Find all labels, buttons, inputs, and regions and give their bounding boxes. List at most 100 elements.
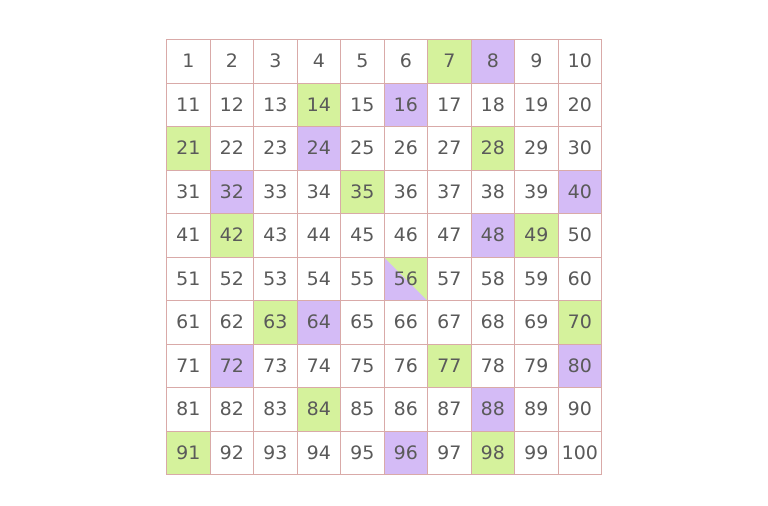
number-cell: 40 [558,170,602,214]
number-cell: 88 [471,388,515,432]
number-cell: 30 [558,127,602,171]
number-cell: 33 [254,170,298,214]
number-cell: 78 [471,344,515,388]
number-cell: 31 [167,170,211,214]
number-cell: 51 [167,257,211,301]
number-cell: 20 [558,83,602,127]
number-cell: 43 [254,214,298,258]
number-cell: 23 [254,127,298,171]
number-cell: 48 [471,214,515,258]
number-cell: 39 [515,170,559,214]
number-cell: 74 [297,344,341,388]
number-cell: 1 [167,40,211,84]
number-cell: 95 [341,431,385,475]
number-cell: 15 [341,83,385,127]
number-cell: 37 [428,170,472,214]
number-cell: 52 [210,257,254,301]
number-cell: 38 [471,170,515,214]
number-cell: 4 [297,40,341,84]
number-cell: 93 [254,431,298,475]
number-cell: 6 [384,40,428,84]
number-cell: 67 [428,301,472,345]
number-cell: 19 [515,83,559,127]
number-cell: 26 [384,127,428,171]
number-cell: 83 [254,388,298,432]
number-cell: 13 [254,83,298,127]
number-cell: 70 [558,301,602,345]
number-cell: 79 [515,344,559,388]
number-cell: 3 [254,40,298,84]
number-cell: 7 [428,40,472,84]
number-cell: 92 [210,431,254,475]
number-cell: 5 [341,40,385,84]
number-cell: 75 [341,344,385,388]
number-cell: 68 [471,301,515,345]
number-cell: 11 [167,83,211,127]
number-cell: 42 [210,214,254,258]
number-cell: 14 [297,83,341,127]
number-cell: 80 [558,344,602,388]
number-cell: 90 [558,388,602,432]
number-cell: 10 [558,40,602,84]
number-cell: 94 [297,431,341,475]
number-cell: 54 [297,257,341,301]
number-cell: 100 [558,431,602,475]
number-cell: 29 [515,127,559,171]
number-cell: 34 [297,170,341,214]
number-cell: 63 [254,301,298,345]
number-cell: 36 [384,170,428,214]
number-cell: 91 [167,431,211,475]
number-cell: 28 [471,127,515,171]
number-cell: 85 [341,388,385,432]
number-cell: 86 [384,388,428,432]
number-cell: 9 [515,40,559,84]
number-cell: 87 [428,388,472,432]
number-cell: 65 [341,301,385,345]
number-cell: 24 [297,127,341,171]
number-cell: 21 [167,127,211,171]
number-cell: 81 [167,388,211,432]
number-cell: 99 [515,431,559,475]
number-cell: 69 [515,301,559,345]
number-cell: 84 [297,388,341,432]
number-cell: 27 [428,127,472,171]
number-cell: 22 [210,127,254,171]
number-cell: 49 [515,214,559,258]
number-cell: 46 [384,214,428,258]
number-cell: 66 [384,301,428,345]
number-cell: 8 [471,40,515,84]
number-cell: 35 [341,170,385,214]
number-cell: 2 [210,40,254,84]
number-cell: 41 [167,214,211,258]
number-cell: 32 [210,170,254,214]
number-cell: 60 [558,257,602,301]
number-cell: 73 [254,344,298,388]
number-cell: 17 [428,83,472,127]
number-cell: 25 [341,127,385,171]
number-cell: 55 [341,257,385,301]
hundred-chart-grid: 1 2 3 4 5 6 7 8 9 10 11 12 13 14 15 16 17 18 19 20 21 22 23 24 2… [166,39,602,475]
number-cell: 16 [384,83,428,127]
number-cell: 18 [471,83,515,127]
number-cell: 98 [471,431,515,475]
number-cell: 45 [341,214,385,258]
number-cell: 97 [428,431,472,475]
number-cell: 12 [210,83,254,127]
number-cell: 76 [384,344,428,388]
number-cell: 64 [297,301,341,345]
number-cell: 77 [428,344,472,388]
number-cell: 56 [384,257,428,301]
number-cell: 58 [471,257,515,301]
number-cell: 44 [297,214,341,258]
number-cell: 47 [428,214,472,258]
number-cell: 59 [515,257,559,301]
number-cell: 82 [210,388,254,432]
number-cell: 50 [558,214,602,258]
number-cell: 72 [210,344,254,388]
number-cell: 89 [515,388,559,432]
number-cell: 96 [384,431,428,475]
number-cell: 57 [428,257,472,301]
number-cell: 61 [167,301,211,345]
number-cell: 62 [210,301,254,345]
number-cell: 53 [254,257,298,301]
